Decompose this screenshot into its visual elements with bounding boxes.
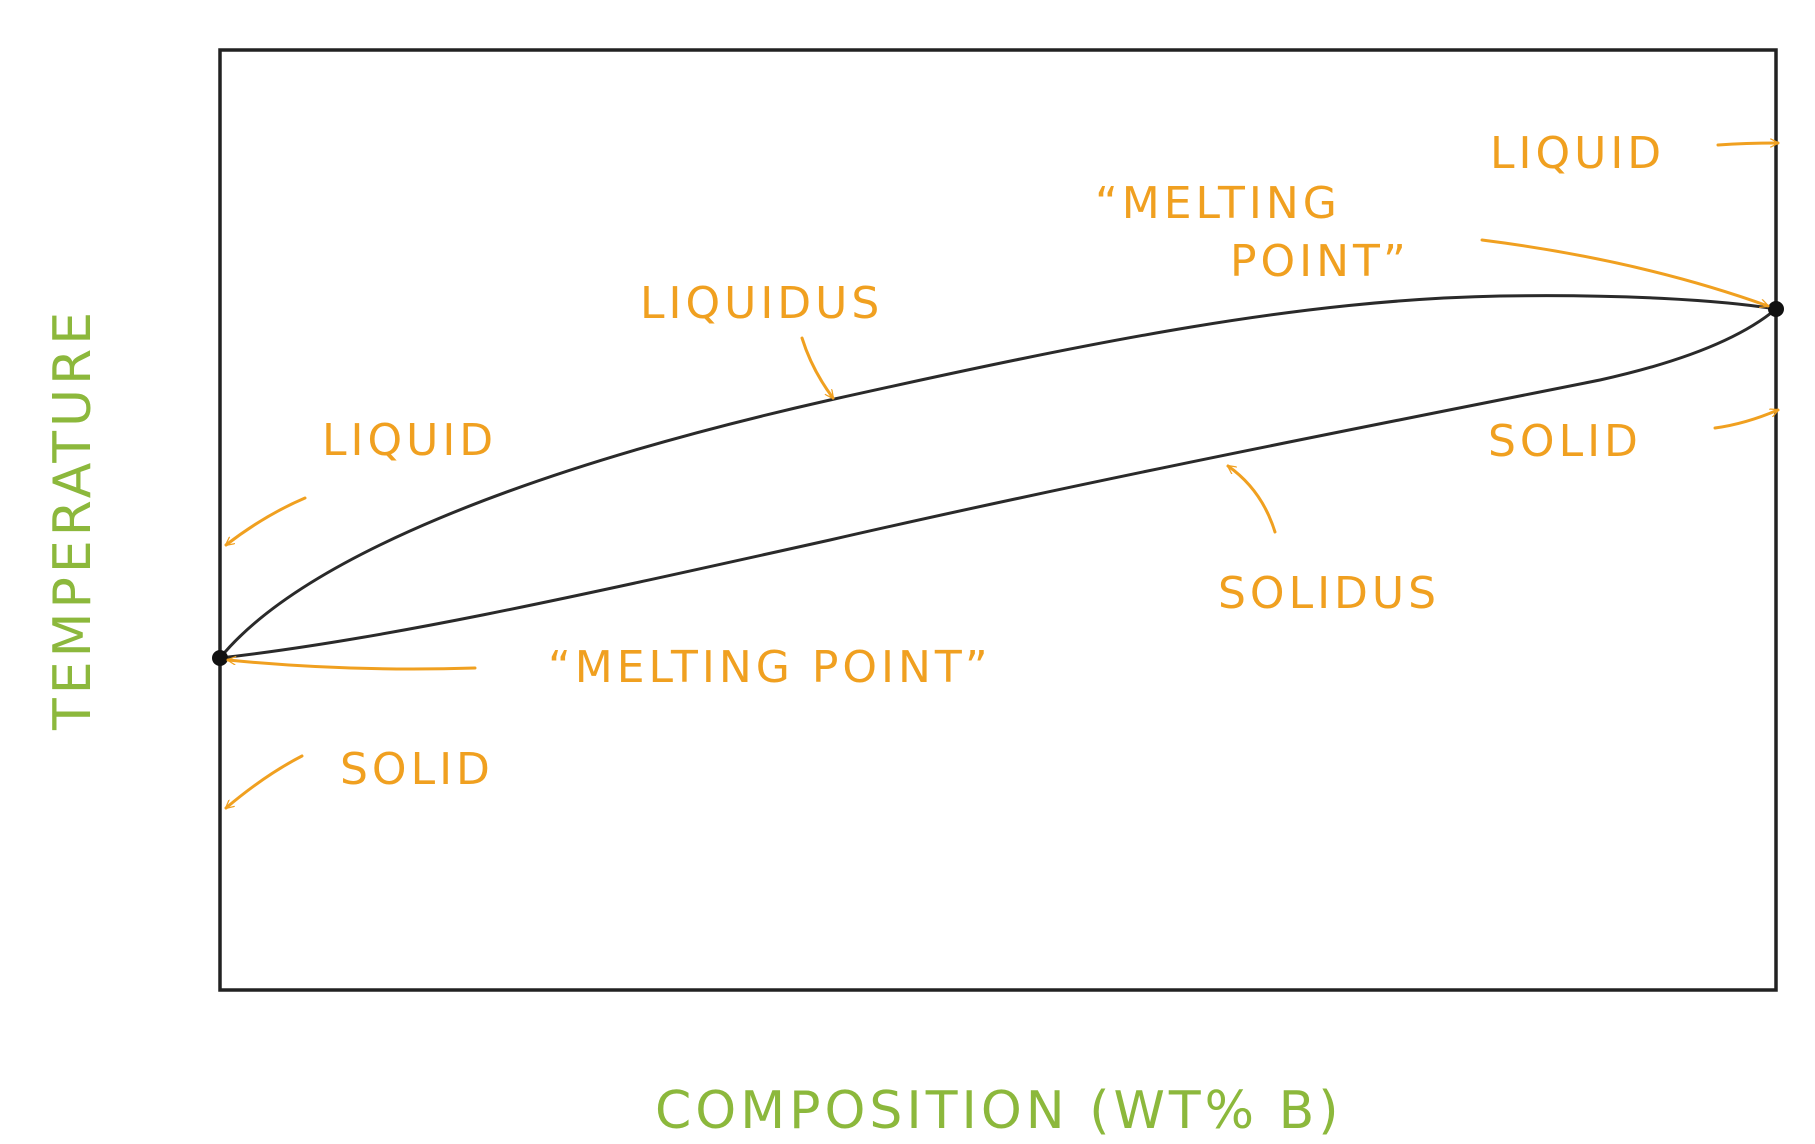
melting-point-b-dot [1768,301,1784,317]
liquidus-label: LIQUIDUS [640,278,883,329]
x-axis-label: COMPOSITION (WT% B) [655,1081,1343,1141]
liquidus-curve [218,294,1778,660]
plot-frame [218,48,1778,992]
melting-point-left-arrow [226,660,477,671]
liquid-right-arrow [1716,143,1780,145]
melting-point-left-label: “MELTING POINT” [548,642,992,693]
liquid-right-label: LIQUID [1490,128,1665,179]
solidus-label: SOLIDUS [1218,568,1440,619]
solid-right-arrow [1713,410,1778,430]
solid-left-label: SOLID [340,744,494,795]
melting-point-right-label-line1: “MELTING [1095,178,1341,229]
liquid-left-arrow [226,496,307,547]
solid-left-arrow [226,754,304,810]
solidus-arrow [1228,464,1277,534]
melting-point-right-label-line2: POINT” [1230,236,1410,287]
liquidus-arrow [800,336,835,398]
liquid-left-label: LIQUID [322,415,497,466]
solidus-curve [218,307,1778,660]
melting-point-right-arrow [1480,238,1768,306]
y-axis-label: TEMPERATURE [43,308,103,731]
melting-point-a-dot [212,650,228,666]
solid-right-label: SOLID [1488,416,1642,467]
